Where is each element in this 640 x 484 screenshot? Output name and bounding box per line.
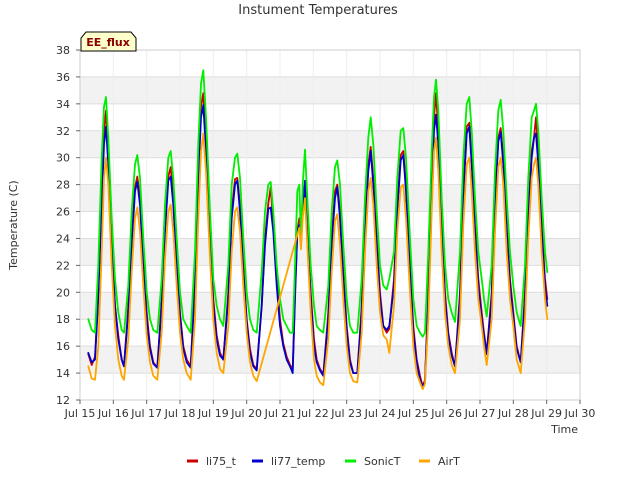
y-tick-label: 32 bbox=[56, 125, 70, 138]
badge: EE_flux bbox=[80, 31, 137, 52]
y-tick-label: 16 bbox=[56, 340, 70, 353]
badge-shape bbox=[80, 31, 137, 52]
x-tick-label: Jul 15 bbox=[64, 407, 96, 420]
background-band bbox=[80, 76, 580, 104]
x-tick-label: Jul 26 bbox=[430, 407, 462, 420]
y-tick-label: 22 bbox=[56, 259, 70, 272]
x-tick-label: Jul 29 bbox=[530, 407, 562, 420]
series-line-airt bbox=[87, 132, 549, 391]
x-tick-label: Jul 22 bbox=[297, 407, 329, 420]
y-tick-label: 34 bbox=[56, 98, 70, 111]
legend: li75_t li77_temp SonicT AirT bbox=[187, 455, 460, 468]
x-tick-label: Jul 17 bbox=[130, 407, 162, 420]
series-line-sonict bbox=[87, 69, 549, 338]
background-band bbox=[80, 346, 580, 374]
y-tick-label: 38 bbox=[56, 44, 70, 57]
series-line-li77-temp bbox=[87, 104, 549, 388]
series-layer bbox=[87, 69, 549, 391]
y-tick-label: 36 bbox=[56, 71, 70, 84]
x-tick-label: Jul 21 bbox=[264, 407, 296, 420]
y-tick-label: 26 bbox=[56, 206, 70, 219]
x-tick-label: Jul 16 bbox=[97, 407, 129, 420]
legend-label-airt: AirT bbox=[438, 455, 460, 468]
y-tick-label: 18 bbox=[56, 313, 70, 326]
y-tick-label: 14 bbox=[56, 367, 70, 380]
x-tick-label: Jul 19 bbox=[197, 407, 229, 420]
plot-frame bbox=[79, 49, 581, 401]
badge-label: EE_flux bbox=[86, 36, 130, 49]
x-tick-label: Jul 25 bbox=[397, 407, 429, 420]
legend-label-sonict: SonicT bbox=[364, 455, 401, 468]
x-tick-label: Jul 20 bbox=[230, 407, 262, 420]
x-axis-label: Time bbox=[550, 423, 578, 436]
y-tick-label: 24 bbox=[56, 232, 70, 245]
y-axis-ticks: 12 14 16 18 20 22 24 26 28 30 32 34 36 38 bbox=[56, 44, 80, 407]
x-tick-label: Jul 27 bbox=[464, 407, 496, 420]
legend-label-li75-t: li75_t bbox=[206, 455, 237, 468]
x-tick-label: Jul 24 bbox=[364, 407, 396, 420]
y-tick-label: 20 bbox=[56, 286, 70, 299]
x-tick-label: Jul 23 bbox=[330, 407, 362, 420]
y-tick-label: 12 bbox=[56, 394, 70, 407]
y-tick-label: 28 bbox=[56, 179, 70, 192]
y-axis-label: Temperature (C) bbox=[7, 180, 20, 270]
y-tick-label: 30 bbox=[56, 152, 70, 165]
x-tick-label: Jul 28 bbox=[497, 407, 529, 420]
chart-title: Instument Temperatures bbox=[238, 3, 398, 18]
x-axis-ticks: Jul 15 Jul 16 Jul 17 Jul 18 Jul 19 Jul 20 Jul … bbox=[64, 400, 596, 420]
legend-label-li77-temp: li77_temp bbox=[271, 455, 325, 468]
x-tick-label: Jul 18 bbox=[164, 407, 196, 420]
x-tick-label: Jul 30 bbox=[564, 407, 596, 420]
